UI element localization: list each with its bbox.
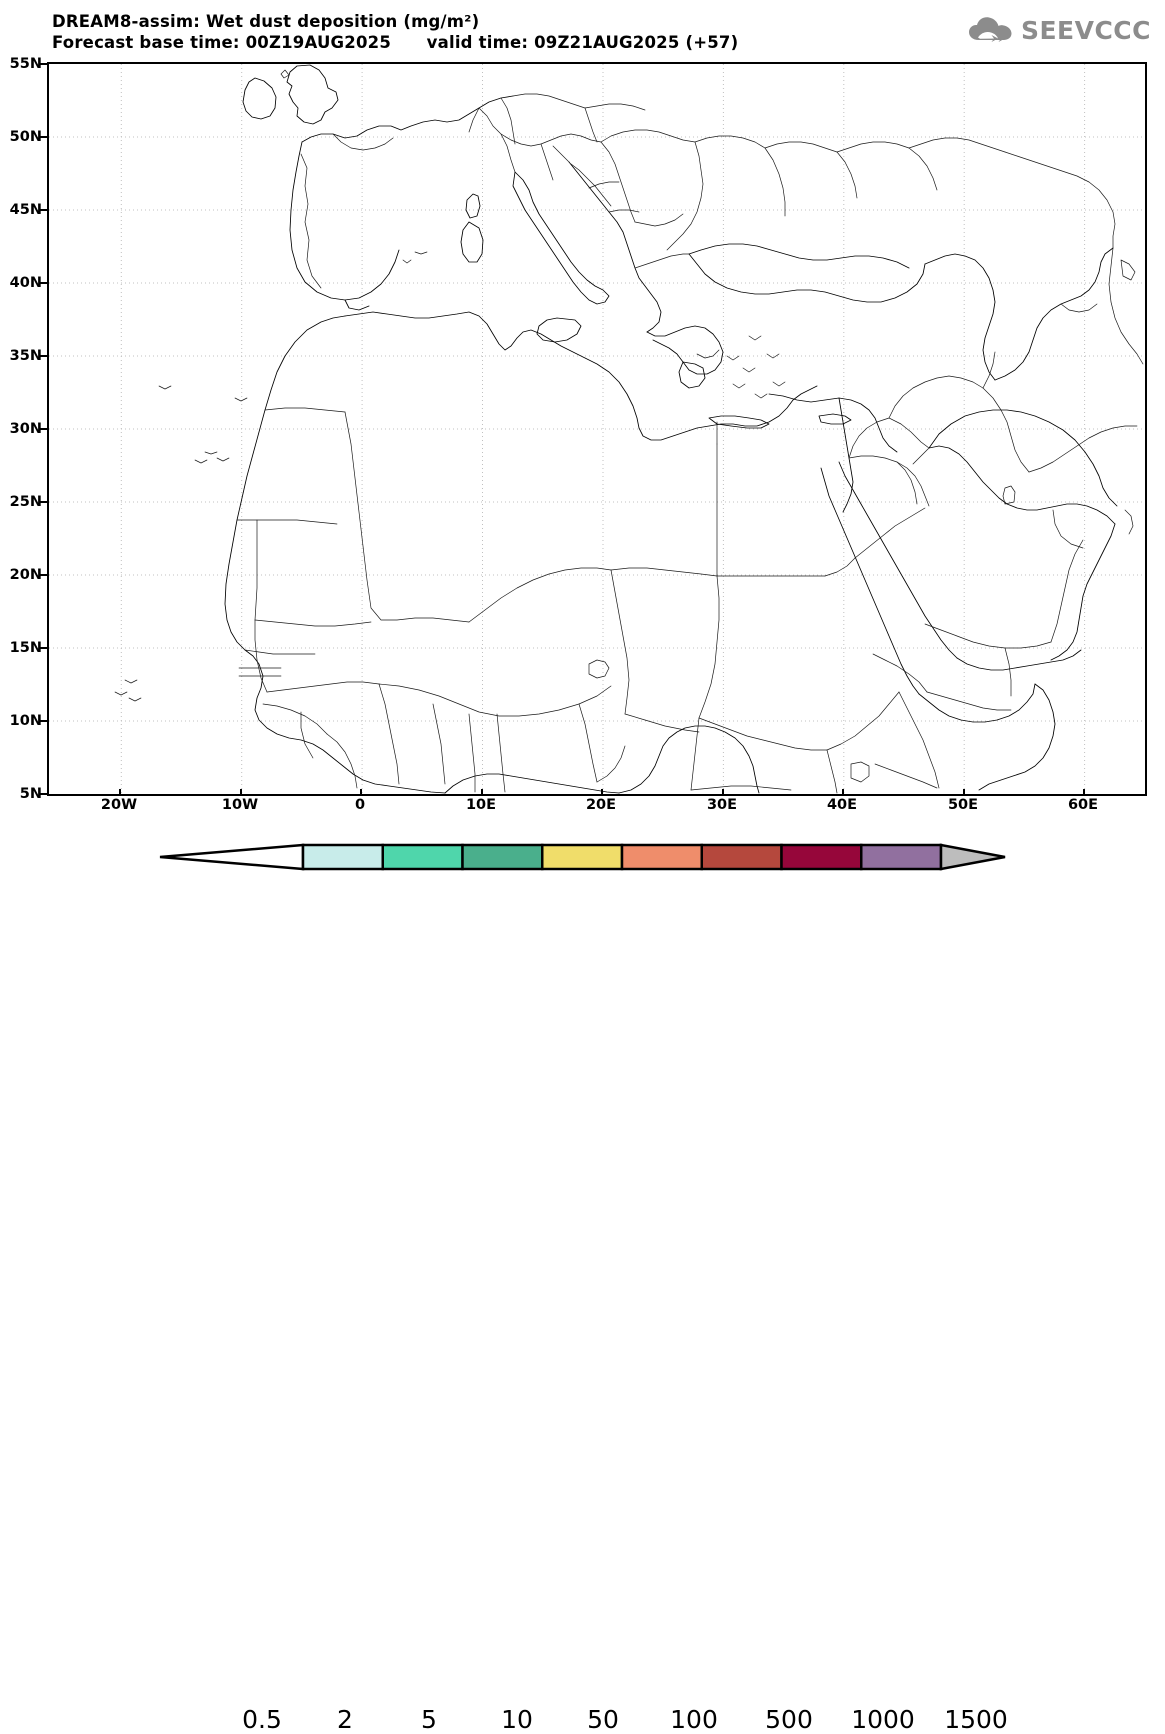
- x-axis-label-40e: 40E: [826, 797, 858, 813]
- logo-text: SEEVCCC: [1020, 15, 1151, 45]
- map-canvas: [49, 64, 1145, 794]
- y-axis-label-25n: 25N: [9, 494, 42, 510]
- y-axis-label-45n: 45N: [9, 202, 42, 218]
- seevccc-logo: SEEVCCC: [968, 16, 1151, 44]
- colorbar-band-4: [620, 843, 703, 871]
- colorbar[interactable]: 0.5 2 5 10 50 100 500 1000 1500: [0, 838, 1165, 1732]
- y-tick: [40, 136, 47, 138]
- colorbar-tick-1: 2: [337, 1705, 353, 1734]
- x-axis-label-20e: 20E: [585, 797, 617, 813]
- y-axis-label-5n: 5N: [19, 786, 42, 802]
- y-axis-label-50n: 50N: [9, 129, 42, 145]
- map-gridlines: [49, 64, 1145, 794]
- y-tick: [40, 647, 47, 649]
- colorbar-swatches[interactable]: [0, 838, 1165, 878]
- colorbar-over-arrow: [939, 843, 1006, 871]
- y-axis-label-10n: 10N: [9, 713, 42, 729]
- colorbar-tick-2: 5: [421, 1705, 437, 1734]
- x-axis-label-20w: 20W: [100, 797, 138, 813]
- colorbar-tick-7: 1000: [851, 1705, 915, 1734]
- y-tick: [40, 501, 47, 503]
- y-axis-label-15n: 15N: [9, 640, 42, 656]
- cloud-icon: [968, 17, 1012, 42]
- x-tick: [360, 789, 362, 796]
- x-tick: [119, 789, 121, 796]
- colorbar-band-1: [381, 843, 464, 871]
- x-tick: [1083, 789, 1085, 796]
- y-tick: [40, 428, 47, 430]
- y-tick: [40, 720, 47, 722]
- colorbar-band-7: [860, 843, 943, 871]
- colorbar-tick-4: 50: [587, 1705, 619, 1734]
- colorbar-tick-8: 1500: [944, 1705, 1008, 1734]
- y-axis-label-40n: 40N: [9, 275, 42, 291]
- y-tick: [40, 63, 47, 65]
- y-axis-label-35n: 35N: [9, 348, 42, 364]
- y-tick: [40, 355, 47, 357]
- colorbar-tick-3: 10: [501, 1705, 533, 1734]
- y-tick: [40, 282, 47, 284]
- colorbar-tick-0: 0.5: [242, 1705, 282, 1734]
- x-tick: [601, 789, 603, 796]
- x-tick: [481, 789, 483, 796]
- x-tick: [842, 789, 844, 796]
- x-tick: [240, 789, 242, 796]
- x-tick: [722, 789, 724, 796]
- x-axis-label-0: 0: [354, 797, 366, 813]
- colorbar-band-5: [700, 843, 783, 871]
- map-plot-area[interactable]: [47, 62, 1147, 796]
- x-axis-label-50e: 50E: [947, 797, 979, 813]
- y-tick: [40, 209, 47, 211]
- x-axis-label-10w: 10W: [221, 797, 259, 813]
- x-tick: [963, 789, 965, 796]
- header: DREAM8-assim: Wet dust deposition (mg/m²…: [0, 0, 1165, 58]
- y-tick: [40, 574, 47, 576]
- map-coastlines: [114, 64, 1144, 794]
- y-axis-label-20n: 20N: [9, 567, 42, 583]
- y-tick: [40, 793, 47, 795]
- x-axis-label-10e: 10E: [465, 797, 497, 813]
- colorbar-band-2: [461, 843, 544, 871]
- colorbar-under-arrow: [159, 843, 305, 871]
- y-axis-label-55n: 55N: [9, 56, 42, 72]
- forecast-time-line: Forecast base time: 00Z19AUG2025 valid t…: [52, 33, 739, 52]
- colorbar-tick-6: 500: [765, 1705, 813, 1734]
- x-axis-label-60e: 60E: [1067, 797, 1099, 813]
- x-axis-label-30e: 30E: [706, 797, 738, 813]
- colorbar-band-0: [301, 843, 384, 871]
- y-axis-label-30n: 30N: [9, 421, 42, 437]
- colorbar-tick-5: 100: [670, 1705, 718, 1734]
- colorbar-band-3: [541, 843, 624, 871]
- colorbar-band-6: [780, 843, 863, 871]
- page-title: DREAM8-assim: Wet dust deposition (mg/m²…: [52, 12, 480, 31]
